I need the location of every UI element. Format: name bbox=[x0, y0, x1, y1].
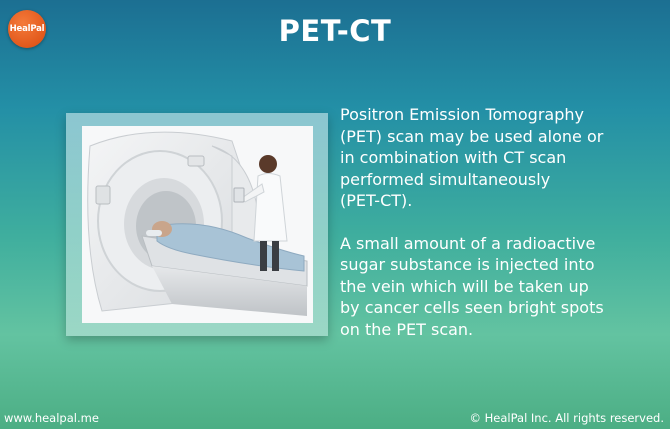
scanner-illustration bbox=[82, 126, 313, 323]
paragraph-radioactive-sugar: A small amount of a radioactive sugar su… bbox=[340, 233, 604, 339]
description-text: Positron Emission Tomography (PET) scan … bbox=[340, 104, 660, 361]
website-link[interactable]: www.healpal.me bbox=[4, 411, 99, 425]
healpal-logo: HealPal bbox=[8, 10, 46, 48]
paragraph-pet-intro: Positron Emission Tomography (PET) scan … bbox=[340, 105, 604, 210]
page-title: PET-CT bbox=[278, 14, 392, 48]
photo-frame bbox=[66, 113, 328, 336]
logo-text: HealPal bbox=[9, 24, 45, 34]
pet-ct-scanner-image bbox=[82, 126, 313, 323]
copyright-notice: © HealPal Inc. All rights reserved. bbox=[469, 411, 664, 425]
